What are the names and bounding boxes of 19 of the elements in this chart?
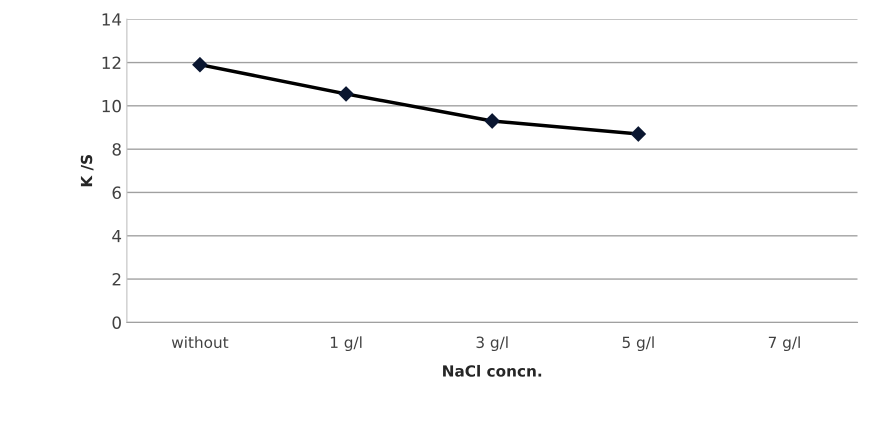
x-tick-label: 3 g/l bbox=[476, 336, 508, 352]
x-tick-label: without bbox=[172, 336, 228, 348]
x-tick-label: 1 g/l bbox=[330, 336, 362, 352]
y-tick-label: 2 bbox=[112, 273, 120, 286]
point bbox=[630, 126, 646, 142]
point bbox=[192, 57, 208, 72]
point bbox=[484, 113, 500, 129]
y-tick-label: 8 bbox=[112, 143, 121, 156]
x-axis-title: NaCl concn. bbox=[443, 364, 542, 377]
x-tick-label: 7 g/l bbox=[768, 336, 800, 352]
y-tick-label: 14 bbox=[102, 13, 122, 26]
point bbox=[338, 86, 354, 102]
y-tick-label: 4 bbox=[112, 230, 122, 242]
x-tick-label: 5 g/l bbox=[622, 336, 654, 352]
y-axis-title: K /S bbox=[80, 155, 94, 186]
y-tick-label: 6 bbox=[112, 186, 121, 200]
y-tick-label: 0 bbox=[112, 316, 121, 329]
y-tick-label: 10 bbox=[102, 100, 121, 112]
y-tick-label: 12 bbox=[102, 56, 120, 69]
